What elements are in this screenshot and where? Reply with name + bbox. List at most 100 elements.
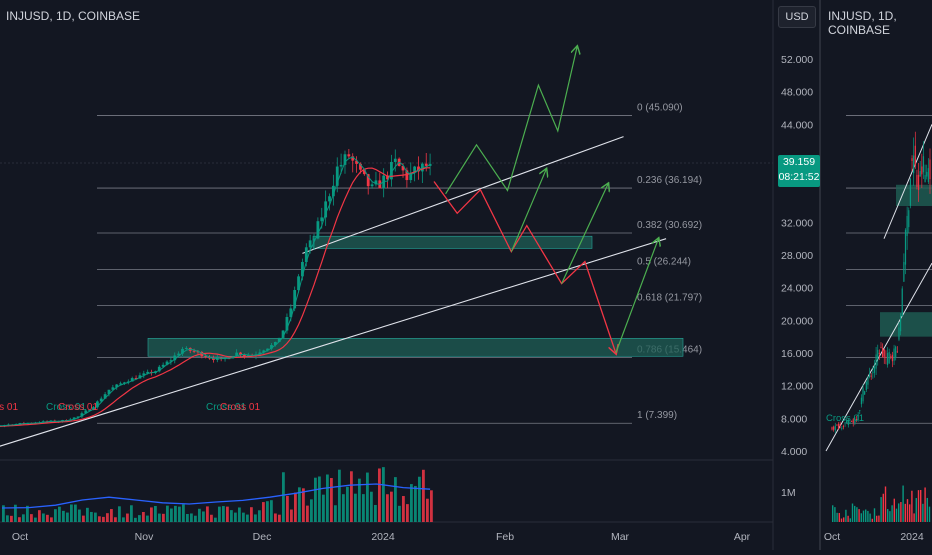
candle-body — [273, 341, 277, 346]
mini-candle-body — [836, 424, 838, 426]
volume-bar — [410, 484, 413, 522]
mini-candle-body — [841, 427, 843, 429]
price-tick-label: 28.000 — [781, 250, 813, 262]
volume-bar — [366, 472, 369, 522]
mini-candle-body — [901, 288, 903, 317]
mini-candle-body — [870, 375, 872, 377]
volume-bar — [346, 486, 349, 522]
candle-body — [169, 360, 173, 362]
volume-bar — [174, 505, 177, 522]
volume-bar — [26, 505, 29, 522]
candle-body — [219, 357, 223, 359]
mini-volume-bar — [873, 508, 876, 522]
mini-candle-body — [895, 346, 897, 358]
volume-bar — [150, 507, 153, 522]
candle-body — [424, 163, 428, 166]
candle-body — [103, 394, 107, 399]
mini-volume-bar — [895, 508, 898, 522]
projection-arrows[interactable] — [433, 47, 658, 353]
candle-body — [281, 330, 285, 338]
candle-body — [374, 180, 378, 185]
last-price-value: 39.159 — [782, 156, 816, 168]
mini-candle-body — [890, 356, 892, 358]
volume-bar — [86, 507, 89, 522]
candle-body — [331, 185, 335, 197]
candle-body — [239, 352, 242, 356]
mini-candle-body — [865, 382, 867, 390]
time-tick-label: Oct — [12, 531, 28, 543]
volume-bar — [2, 505, 5, 522]
candle-body — [359, 163, 362, 170]
volume-bar — [338, 469, 341, 522]
volume-bar — [258, 510, 261, 522]
volume-bar — [30, 514, 33, 522]
volume-bar — [182, 504, 185, 522]
volume-bar — [34, 517, 37, 522]
volume-bar — [106, 513, 109, 522]
mini-volume-bar — [891, 505, 893, 522]
volume-bar — [22, 514, 25, 522]
volume-bar — [162, 513, 165, 522]
volume-bar — [406, 504, 409, 522]
candle-body — [417, 166, 420, 172]
last-price-badge: 39.159 08:21:52 — [778, 155, 820, 187]
candle-body — [293, 290, 297, 309]
secondary-chart-panel[interactable]: Cross 01 Oct 2024 — [824, 115, 932, 543]
volume-bar — [330, 478, 333, 522]
mini-candle-body — [904, 229, 907, 265]
mini-volume-bar — [847, 515, 849, 522]
volume-bar — [46, 514, 49, 522]
candle-body — [266, 348, 270, 351]
candle-body — [277, 337, 281, 342]
volume-bar — [10, 515, 13, 522]
mini-trend-line — [883, 124, 932, 239]
volume-bar — [274, 513, 277, 522]
projection-branch-arrow — [510, 169, 546, 252]
mini-time-label: Oct — [824, 531, 840, 543]
mini-candle-body — [926, 171, 928, 177]
mini-volume-bar — [902, 485, 904, 522]
mini-candle-body — [903, 262, 905, 282]
projection-branch-arrow — [561, 184, 609, 284]
volume-bar — [326, 474, 329, 522]
mini-candle-body — [877, 349, 879, 359]
currency-button[interactable]: USD — [778, 6, 816, 28]
mini-candle-body — [927, 168, 929, 183]
ma-green-line — [0, 156, 431, 427]
volume-bar — [170, 508, 173, 522]
volume-bar — [178, 506, 181, 522]
mini-volume-bar — [909, 504, 911, 522]
candle-body — [146, 371, 150, 374]
mini-volume-bar — [887, 509, 889, 522]
candle-body — [258, 352, 262, 355]
candle-body — [355, 160, 358, 164]
candle-body — [134, 378, 138, 380]
mini-volume-bar — [832, 505, 834, 522]
volume-bar — [6, 515, 9, 522]
fib-level-label: 0.236 (36.194) — [637, 175, 702, 186]
supply-demand-zones[interactable] — [147, 235, 684, 357]
mini-candle-body — [857, 414, 859, 421]
candle-body — [184, 347, 188, 349]
volume-bar — [302, 488, 305, 522]
volume-bar — [122, 517, 125, 522]
candle-body — [177, 353, 181, 356]
candle-body — [328, 196, 331, 202]
mini-candle-body — [885, 356, 887, 358]
volume-bar — [230, 510, 233, 522]
candle-body — [80, 413, 84, 417]
candle-body — [99, 398, 103, 402]
mini-candle-body — [909, 178, 911, 206]
candle-body — [370, 184, 374, 187]
candle-body — [157, 366, 161, 372]
volume-bar — [358, 478, 361, 522]
mini-time-label: 2024 — [900, 531, 924, 543]
trend-lines[interactable] — [0, 136, 667, 460]
mini-volume-bar — [854, 505, 856, 522]
mini-candle-body — [916, 174, 918, 187]
trend-line — [0, 238, 667, 447]
fibonacci-retracement[interactable]: 0 (45.090) 0.236 (36.194) 0.382 (30.692) 0.… — [97, 102, 702, 424]
price-tick-label: 48.000 — [781, 87, 813, 99]
mini-volume-bar — [849, 518, 851, 522]
